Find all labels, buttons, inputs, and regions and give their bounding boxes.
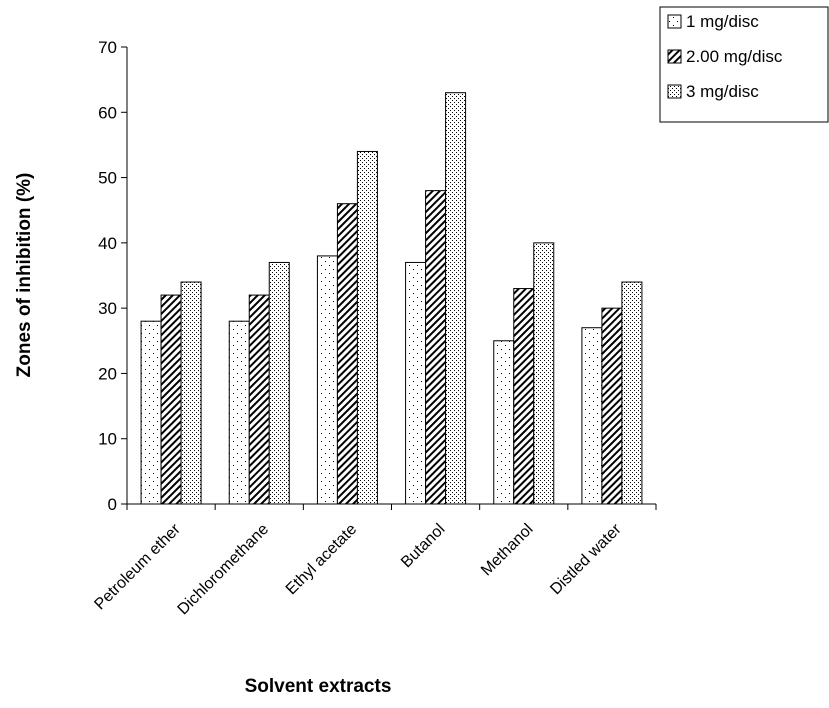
y-tick-label: 10 [98, 430, 117, 449]
bar-1-mg-disc-distled-water [581, 327, 603, 505]
bar-1-mg-disc-dichloromethane [228, 320, 250, 505]
bar-3-mg-disc-butanol [445, 92, 467, 505]
bar-3-mg-disc-petroleum-ether [180, 281, 202, 505]
x-category-label: Distled water [547, 520, 625, 598]
x-category-label: Petroleum ether [91, 520, 184, 613]
legend-swatch [667, 14, 682, 29]
bar-3-mg-disc-distled-water [621, 281, 643, 505]
y-axis-title: Zones of inhibition (%) [14, 173, 35, 378]
y-tick-label: 0 [108, 495, 117, 514]
bar-3-mg-disc-dichloromethane [268, 261, 290, 505]
x-category-label: Ethyl acetate [283, 521, 361, 599]
bar-3-mg-disc-methanol [533, 242, 555, 505]
bar-2-00-mg-disc-distled-water [601, 307, 623, 505]
bars [140, 92, 643, 505]
legend-swatch [667, 84, 682, 99]
legend-swatch [667, 49, 682, 64]
y-tick-label: 40 [98, 234, 117, 253]
bar-1-mg-disc-butanol [405, 261, 427, 505]
x-category-label: Butanol [398, 521, 448, 571]
bar-2-00-mg-disc-dichloromethane [248, 294, 270, 505]
legend-label: 3 mg/disc [686, 82, 759, 101]
bar-2-00-mg-disc-ethyl-acetate [336, 203, 358, 505]
bar-1-mg-disc-ethyl-acetate [316, 255, 338, 505]
y-tick-label: 20 [98, 364, 117, 383]
y-axis-ticks: 0 10 20 30 40 50 60 70 [98, 38, 127, 514]
bar-2-00-mg-disc-butanol [425, 190, 447, 505]
legend-label: 1 mg/disc [686, 12, 759, 31]
legend-box [659, 6, 829, 123]
x-category-label: Dichloromethane [175, 521, 273, 619]
legend: 1 mg/disc 2.00 mg/disc 3 mg/disc [659, 6, 829, 123]
y-tick-label: 50 [98, 169, 117, 188]
bar-2-00-mg-disc-petroleum-ether [160, 294, 182, 505]
bar-2-00-mg-disc-methanol [513, 288, 535, 505]
x-axis-title: Solvent extracts [245, 676, 392, 697]
bar-1-mg-disc-methanol [493, 340, 515, 505]
y-tick-label: 60 [98, 103, 117, 122]
bar-1-mg-disc-petroleum-ether [140, 320, 162, 505]
legend-label: 2.00 mg/disc [686, 47, 783, 66]
y-tick-label: 30 [98, 299, 117, 318]
bar-3-mg-disc-ethyl-acetate [356, 150, 378, 505]
x-category-label: Methanol [478, 521, 537, 580]
y-tick-label: 70 [98, 38, 117, 57]
axes [126, 47, 657, 510]
